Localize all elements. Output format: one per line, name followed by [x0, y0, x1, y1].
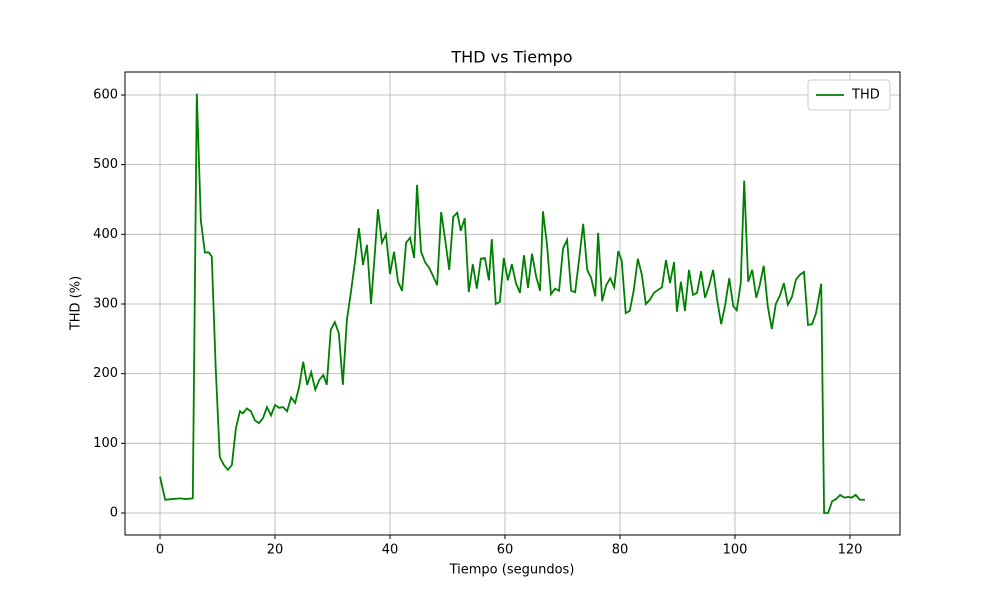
y-tick-label: 500 — [93, 157, 118, 172]
legend-label: THD — [851, 88, 880, 103]
y-tick-label: 600 — [93, 87, 118, 102]
axes-frame — [124, 71, 901, 536]
x-tick-label: 20 — [267, 543, 284, 558]
x-tick-label: 80 — [612, 543, 629, 558]
y-tick-label: 300 — [93, 296, 118, 311]
y-tick-label: 0 — [110, 505, 118, 520]
y-axis-label: THD (%) — [69, 276, 84, 331]
x-tick-label: 120 — [838, 543, 863, 558]
x-tick-label: 100 — [723, 543, 748, 558]
data-line — [159, 93, 865, 514]
y-tick-label: 400 — [93, 227, 118, 242]
legend-box — [807, 79, 891, 111]
x-tick-label: 40 — [382, 543, 399, 558]
chart-title: THD vs Tiempo — [450, 48, 572, 67]
x-axis-label: Tiempo (segundos) — [449, 563, 575, 578]
x-tick-label: 60 — [497, 543, 514, 558]
y-tick-label: 200 — [93, 366, 118, 381]
x-tick-label: 0 — [156, 543, 164, 558]
y-tick-label: 100 — [93, 436, 118, 451]
